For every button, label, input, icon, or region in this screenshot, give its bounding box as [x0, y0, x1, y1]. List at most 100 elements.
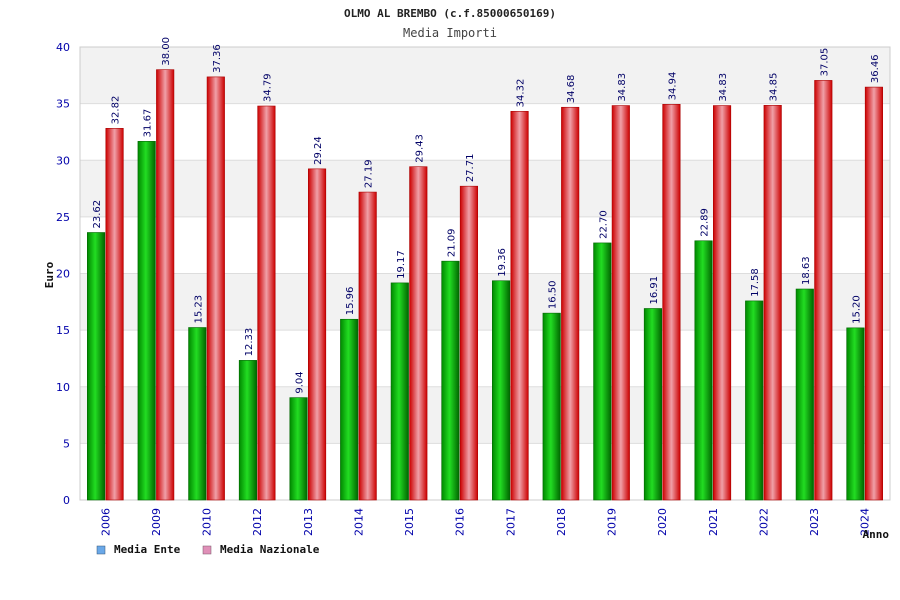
- data-label-media-ente-2023: 18.63: [801, 256, 812, 285]
- data-label-media-nazionale-2023: 37.05: [819, 48, 830, 77]
- x-tick-label-2018: 2018: [555, 508, 568, 536]
- bar-media-ente-2009: [137, 141, 156, 501]
- y-tick-label: 15: [56, 324, 70, 337]
- x-tick-label-2017: 2017: [504, 508, 517, 536]
- x-tick-label-2006: 2006: [99, 508, 112, 536]
- chart-title: OLMO AL BREMBO (c.f.85000650169): [344, 7, 556, 20]
- x-tick-label-2022: 2022: [757, 508, 770, 536]
- data-label-media-nazionale-2013: 29.24: [313, 136, 324, 165]
- bar-media-ente-2015: [390, 282, 409, 501]
- data-label-media-ente-2010: 15.23: [193, 295, 204, 324]
- y-tick-label: 25: [56, 211, 70, 224]
- bar-media-nazionale-2013: [308, 168, 327, 501]
- x-tick-label-2019: 2019: [606, 508, 619, 536]
- legend-swatch-media-ente: [96, 545, 106, 555]
- bar-media-nazionale-2023: [814, 80, 833, 501]
- legend-label-media-nazionale: Media Nazionale: [220, 543, 320, 556]
- x-tick-label-2024: 2024: [859, 508, 872, 536]
- bar-media-ente-2017: [492, 280, 511, 501]
- bar-media-nazionale-2018: [561, 106, 580, 501]
- bar-media-ente-2016: [441, 260, 460, 501]
- data-labels: 23.62 32.82 31.67 38.00 15.23 37.36 12.33 34.79…: [92, 37, 881, 394]
- bar-media-nazionale-2010: [206, 76, 225, 501]
- data-label-media-ente-2012: 12.33: [244, 328, 255, 357]
- x-tick-label-2012: 2012: [251, 508, 264, 536]
- y-tick-label: 0: [63, 494, 70, 507]
- data-label-media-nazionale-2021: 34.83: [718, 73, 729, 102]
- bar-media-ente-2022: [745, 300, 764, 501]
- x-axis-label: Anno: [863, 528, 890, 541]
- bar-media-ente-2010: [188, 327, 207, 501]
- data-label-media-ente-2013: 9.04: [295, 371, 306, 393]
- data-label-media-ente-2019: 22.70: [598, 210, 609, 239]
- data-label-media-ente-2020: 16.91: [649, 276, 660, 305]
- bar-media-ente-2012: [238, 360, 257, 501]
- x-tick-label-2020: 2020: [656, 508, 669, 536]
- plot-frame: [79, 46, 891, 501]
- x-tick-label-2016: 2016: [454, 508, 467, 536]
- data-label-media-nazionale-2015: 29.43: [414, 134, 425, 163]
- x-tick-label-2023: 2023: [808, 508, 821, 536]
- bar-media-nazionale-2012: [257, 105, 276, 501]
- bar-media-ente-2021: [694, 240, 713, 501]
- bar-media-ente-2020: [643, 308, 662, 501]
- x-tick-label-2013: 2013: [302, 508, 315, 536]
- x-tick-label-2010: 2010: [201, 508, 214, 536]
- data-label-media-nazionale-2012: 34.79: [262, 73, 273, 102]
- legend-label-media-ente: Media Ente: [114, 543, 181, 556]
- y-tick-label: 30: [56, 154, 70, 167]
- data-label-media-nazionale-2019: 34.83: [617, 73, 628, 102]
- data-label-media-nazionale-2010: 37.36: [212, 44, 223, 73]
- data-label-media-ente-2018: 16.50: [548, 280, 559, 309]
- bar-media-nazionale-2024: [864, 86, 883, 501]
- data-label-media-nazionale-2006: 32.82: [111, 96, 122, 125]
- x-tick-label-2015: 2015: [403, 508, 416, 536]
- bar-media-ente-2024: [846, 327, 865, 501]
- data-label-media-nazionale-2014: 27.19: [364, 159, 375, 188]
- data-label-media-nazionale-2016: 27.71: [465, 154, 476, 183]
- bar-media-nazionale-2022: [763, 105, 782, 501]
- data-label-media-ente-2006: 23.62: [92, 200, 103, 229]
- bar-media-ente-2014: [340, 318, 359, 501]
- data-label-media-nazionale-2024: 36.46: [870, 54, 881, 83]
- data-label-media-ente-2021: 22.89: [700, 208, 711, 237]
- data-label-media-ente-2022: 17.58: [750, 268, 761, 297]
- data-label-media-nazionale-2009: 38.00: [161, 37, 172, 66]
- bar-media-nazionale-2017: [510, 111, 529, 501]
- bar-media-ente-2018: [542, 312, 561, 501]
- bar-media-nazionale-2015: [409, 166, 428, 501]
- y-tick-label: 20: [56, 268, 70, 281]
- y-axis: 0 5 10 15 20 25 30 35 40: [56, 41, 70, 507]
- legend: Media Ente Media Nazionale: [96, 543, 320, 556]
- bar-media-nazionale-2009: [156, 69, 175, 501]
- data-label-media-nazionale-2020: 34.94: [667, 72, 678, 101]
- bar-media-nazionale-2006: [105, 128, 124, 501]
- bar-media-ente-2019: [593, 242, 612, 501]
- bar-media-nazionale-2014: [358, 191, 377, 501]
- y-tick-label: 40: [56, 41, 70, 54]
- bar-media-nazionale-2019: [611, 105, 630, 501]
- chart-subtitle: Media Importi: [403, 26, 497, 40]
- x-axis: 2006 2009 2010 2012 2013 2014 2015 2016 2017 2018…: [99, 508, 871, 536]
- bar-media-ente-2023: [795, 288, 814, 501]
- bar-media-nazionale-2016: [459, 185, 478, 501]
- data-label-media-ente-2015: 19.17: [396, 250, 407, 279]
- x-tick-label-2009: 2009: [150, 508, 163, 536]
- y-axis-label: Euro: [43, 261, 56, 288]
- data-label-media-ente-2024: 15.20: [851, 295, 862, 324]
- data-label-media-nazionale-2022: 34.85: [769, 73, 780, 102]
- data-label-media-nazionale-2018: 34.68: [566, 75, 577, 104]
- bar-media-ente-2006: [87, 232, 106, 501]
- data-label-media-ente-2009: 31.67: [143, 109, 154, 138]
- data-label-media-ente-2016: 21.09: [446, 229, 457, 258]
- x-tick-label-2014: 2014: [352, 508, 365, 536]
- data-label-media-ente-2017: 19.36: [497, 248, 508, 277]
- bar-media-nazionale-2021: [713, 105, 732, 501]
- data-label-media-ente-2014: 15.96: [345, 287, 356, 316]
- x-tick-label-2021: 2021: [707, 508, 720, 536]
- y-tick-label: 5: [63, 437, 70, 450]
- y-tick-label: 35: [56, 98, 70, 111]
- bar-media-nazionale-2020: [662, 104, 681, 501]
- bars: [87, 69, 883, 501]
